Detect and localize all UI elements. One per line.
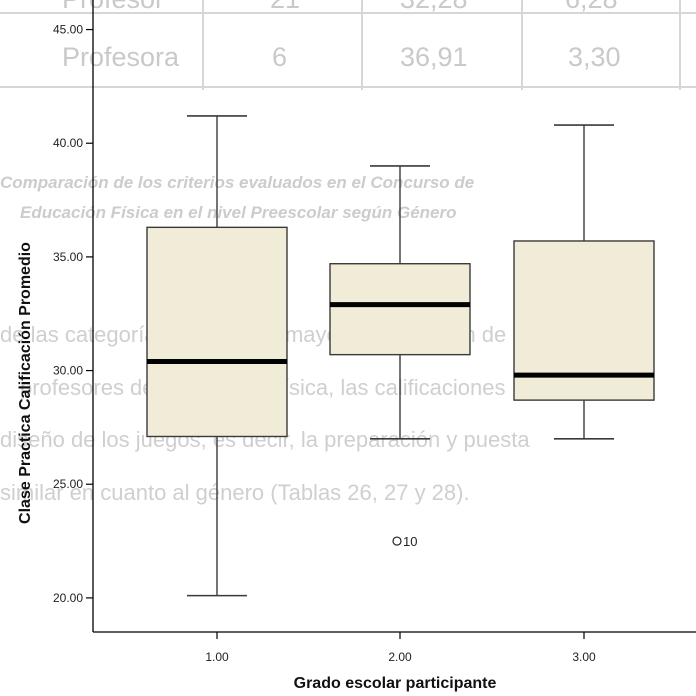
iqr-box [329, 263, 471, 356]
x-axis-title: Grado escolar participante [294, 675, 497, 692]
bg-row2-mean: 36,91 [400, 42, 468, 72]
bg-row1-label: Profesor [62, 0, 164, 14]
bg-caption-line-2: Educación Física en el nivel Preescolar … [20, 203, 457, 222]
iqr-box [146, 226, 288, 438]
y-tick-label: 45.00 [53, 23, 83, 37]
bg-row1-n: 21 [270, 0, 300, 14]
y-tick-label: 30.00 [53, 364, 83, 378]
box-group-2.00 [329, 165, 471, 440]
y-ticks: 20.00 25.00 30.00 35.00 40.00 45.00 [53, 23, 93, 605]
y-tick-label: 25.00 [53, 477, 83, 491]
y-tick-label: 20.00 [53, 591, 83, 605]
y-tick-label: 40.00 [53, 136, 83, 150]
background-table: Profesor 21 32,28 6,28 Profesora 6 36,91… [0, 0, 696, 90]
y-axis-title: Clase Practica Calificación Promedio [17, 242, 34, 524]
x-tick-label: 3.00 [572, 650, 596, 664]
bg-row1-sd: 6,28 [565, 0, 618, 14]
box-group-3.00 [513, 124, 655, 440]
y-tick-label: 35.00 [53, 250, 83, 264]
outlier-label: 10 [403, 534, 417, 549]
bg-paragraph-line-4: similar en cuanto al género (Tablas 26, … [0, 480, 470, 505]
bg-caption-line-1: Comparación de los criterios evaluados e… [0, 173, 474, 192]
x-tick-label: 2.00 [388, 650, 412, 664]
box-group-1.00 [146, 115, 288, 597]
x-ticks: 1.00 2.00 3.00 [205, 632, 596, 664]
boxes [146, 115, 655, 597]
bg-row1-mean: 32,28 [400, 0, 468, 14]
axes [92, 0, 696, 633]
x-tick-label: 1.00 [205, 650, 229, 664]
outlier-point [392, 536, 402, 546]
outliers: 10 [392, 534, 417, 549]
bg-row2-n: 6 [272, 42, 287, 72]
bg-row2-label: Profesora [62, 42, 180, 72]
bg-row2-sd: 3,30 [568, 42, 621, 72]
